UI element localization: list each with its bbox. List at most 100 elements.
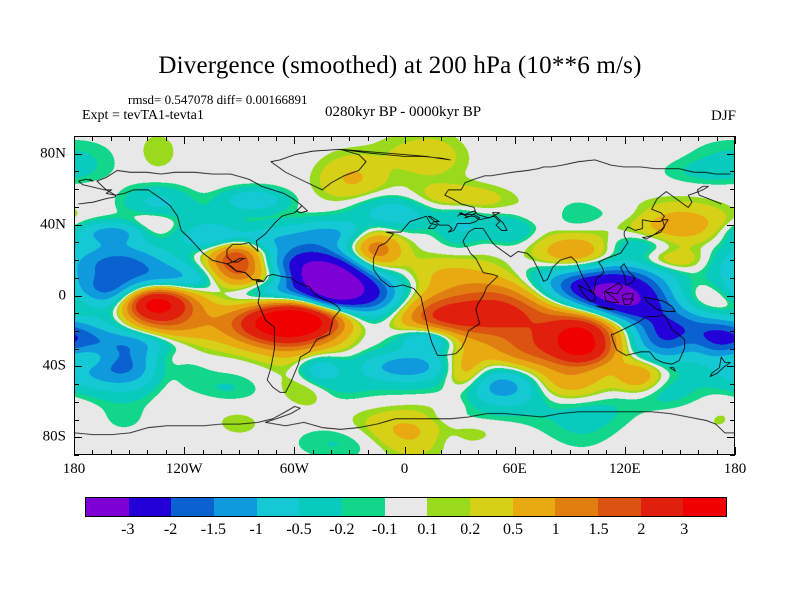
xtick-minor-top xyxy=(717,136,718,141)
ytick-minor xyxy=(74,402,79,403)
ytick-minor-right xyxy=(730,278,735,279)
colorbar-tick-label: -2 xyxy=(163,521,178,538)
xaxis-tick-label: 60E xyxy=(502,461,527,477)
xtick-minor-top xyxy=(680,136,681,141)
xtick-minor xyxy=(460,450,461,455)
colorbar-cell-7 xyxy=(384,498,428,516)
ytick-minor-right xyxy=(730,189,735,190)
ytick-minor-right xyxy=(730,260,735,261)
yaxis-tick-label: 0 xyxy=(58,287,67,303)
xtick-minor xyxy=(368,450,369,455)
colorbar-cell-5 xyxy=(299,498,343,516)
yaxis-tick-label: 80N xyxy=(40,145,66,162)
xtick-minor xyxy=(386,450,387,455)
xtick-minor xyxy=(570,450,571,455)
ytick-major xyxy=(74,154,82,155)
xtick-minor-top xyxy=(129,136,130,141)
ytick-minor-right xyxy=(730,207,735,208)
ytick-minor xyxy=(74,207,79,208)
xtick-minor-top xyxy=(570,136,571,141)
ytick-minor xyxy=(74,260,79,261)
xtick-minor xyxy=(423,450,424,455)
xtick-major-top xyxy=(294,136,295,144)
xtick-minor xyxy=(276,450,277,455)
ytick-major xyxy=(74,296,82,297)
xtick-minor-top xyxy=(368,136,369,141)
xtick-major-top xyxy=(74,136,75,144)
xtick-minor-top xyxy=(478,136,479,141)
colorbar-tick-label: 0.1 xyxy=(417,521,438,538)
xtick-minor xyxy=(239,450,240,455)
colorbar-tick-label: 1.5 xyxy=(588,521,609,538)
period-label: 0280kyr BP - 0000kyr BP xyxy=(325,104,482,120)
xtick-minor xyxy=(551,450,552,455)
ytick-minor-right xyxy=(730,171,735,172)
xtick-major xyxy=(405,447,406,455)
colorbar-container xyxy=(85,497,727,517)
ytick-minor xyxy=(74,420,79,421)
ytick-major-right xyxy=(727,154,735,155)
xtick-minor xyxy=(258,450,259,455)
colorbar-cell-10 xyxy=(512,498,556,516)
colorbar-tick-label: 3 xyxy=(680,521,689,538)
rmsd-annotation: rmsd= 0.547078 diff= 0.00166891 xyxy=(128,92,308,107)
xtick-major-top xyxy=(625,136,626,144)
xtick-minor xyxy=(313,450,314,455)
xtick-minor xyxy=(331,450,332,455)
xtick-major xyxy=(294,447,295,455)
colorbar-tick-label: -1.5 xyxy=(200,521,227,538)
ytick-major xyxy=(74,366,82,367)
xtick-minor xyxy=(441,450,442,455)
ytick-minor-right xyxy=(730,242,735,243)
xtick-minor-top xyxy=(221,136,222,141)
xaxis-tick-label: 120W xyxy=(165,461,203,477)
ytick-minor xyxy=(74,331,79,332)
colorbar-cell-12 xyxy=(598,498,641,516)
ytick-minor xyxy=(74,384,79,385)
ytick-minor xyxy=(74,455,79,456)
ytick-minor-right xyxy=(730,136,735,137)
xtick-minor xyxy=(147,450,148,455)
colorbar-tick-label: 1 xyxy=(551,521,560,538)
ytick-minor-right xyxy=(730,331,735,332)
season-label: DJF xyxy=(710,108,736,124)
xaxis-tick-label: 60W xyxy=(279,461,309,477)
colorbar-tick-label: 0.2 xyxy=(460,521,481,538)
xtick-minor-top xyxy=(276,136,277,141)
colorbar-cell-13 xyxy=(640,498,684,516)
xtick-minor xyxy=(166,450,167,455)
ytick-minor xyxy=(74,171,79,172)
colorbar-cell-1 xyxy=(128,498,172,516)
colorbar-cell-3 xyxy=(214,498,257,516)
ytick-minor xyxy=(74,349,79,350)
colorbar-cell-9 xyxy=(470,498,513,516)
colorbar-cell-2 xyxy=(171,498,215,516)
ytick-major xyxy=(74,437,82,438)
ytick-minor xyxy=(74,278,79,279)
xtick-minor-top xyxy=(313,136,314,141)
colorbar xyxy=(85,497,727,517)
xaxis-tick-label: 0 xyxy=(400,461,409,477)
xtick-minor xyxy=(349,450,350,455)
xtick-minor-top xyxy=(643,136,644,141)
xtick-minor-top xyxy=(147,136,148,141)
xtick-minor xyxy=(496,450,497,455)
xtick-minor-top xyxy=(662,136,663,141)
ytick-minor xyxy=(74,136,79,137)
colorbar-tick-label: 0.5 xyxy=(503,521,523,538)
xtick-minor xyxy=(698,450,699,455)
xtick-major xyxy=(625,447,626,455)
ytick-minor-right xyxy=(730,349,735,350)
ytick-minor xyxy=(74,313,79,314)
xtick-minor-top xyxy=(698,136,699,141)
ytick-minor xyxy=(74,189,79,190)
ytick-minor-right xyxy=(730,420,735,421)
xaxis-tick-label: 180 xyxy=(723,461,747,477)
ytick-minor xyxy=(74,242,79,243)
ytick-major-right xyxy=(727,366,735,367)
ytick-major-right xyxy=(727,296,735,297)
xtick-minor-top xyxy=(349,136,350,141)
xtick-minor-top xyxy=(423,136,424,141)
page-title: Divergence (smoothed) at 200 hPa (10**6 … xyxy=(158,52,642,79)
xtick-minor xyxy=(662,450,663,455)
